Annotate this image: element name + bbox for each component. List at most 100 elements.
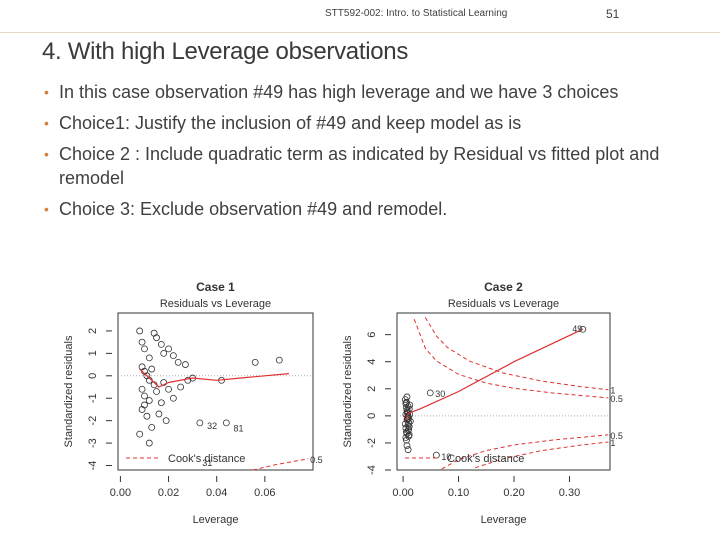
chart-title: Case 1 (196, 280, 235, 294)
cooks-label: 0.5 (610, 431, 623, 441)
bullet: Choice1: Justify the inclusion of #49 an… (42, 111, 662, 135)
bullet-list: In this case observation #49 has high le… (42, 80, 662, 228)
bullet: Choice 3: Exclude observation #49 and re… (42, 197, 662, 221)
bullet: In this case observation #49 has high le… (42, 80, 662, 104)
point (579, 325, 587, 333)
point (169, 394, 177, 402)
point (141, 345, 148, 353)
point (165, 385, 172, 393)
cooks-label: 0.5 (310, 455, 323, 465)
y-axis-label: Standardized residuals (63, 335, 75, 447)
x-tick-label: 0.00 (392, 487, 413, 499)
point (403, 442, 411, 450)
chart-title: Case 2 (484, 280, 523, 294)
point (150, 329, 158, 337)
chart-subtitle: Residuals vs Leverage (160, 298, 271, 310)
point (160, 349, 168, 357)
point (136, 327, 144, 335)
y-tick-label: 2 (87, 328, 99, 334)
point (403, 393, 411, 401)
point (157, 399, 165, 407)
point (275, 356, 283, 364)
point (165, 345, 172, 353)
smooth-line (139, 368, 289, 388)
x-tick-label: 0.02 (158, 487, 179, 499)
cooks-label: 1 (610, 438, 615, 448)
y-tick-label: -1 (87, 393, 99, 403)
x-tick-label: 0.04 (206, 487, 227, 499)
x-tick-label: 0.30 (559, 487, 580, 499)
point (403, 436, 410, 444)
point (155, 410, 163, 418)
y-tick-label: -2 (87, 416, 99, 426)
point (148, 365, 156, 373)
y-tick-label: 4 (366, 359, 378, 365)
y-tick-label: 0 (87, 373, 99, 379)
point (403, 398, 410, 406)
y-tick-label: 1 (87, 350, 99, 356)
bullet: Choice 2 : Include quadratic term as ind… (42, 142, 662, 190)
point (136, 430, 144, 438)
point (148, 423, 156, 431)
point (404, 421, 412, 429)
cooks-label: 1 (610, 386, 615, 396)
point (141, 392, 148, 400)
x-tick-label: 0.20 (503, 487, 524, 499)
y-axis-label: Standardized residuals (342, 335, 354, 447)
page-number: 51 (606, 7, 620, 21)
point (160, 379, 168, 386)
point (157, 340, 165, 348)
y-tick-label: -2 (366, 438, 378, 448)
point (169, 352, 177, 360)
point (143, 412, 151, 420)
legend-label: Cook's distance (447, 453, 524, 465)
point-label: 31 (202, 458, 212, 468)
point (145, 397, 153, 404)
x-tick-label: 0.10 (448, 487, 469, 499)
point (405, 419, 413, 427)
header-rule (0, 32, 720, 33)
cooks-label: 0.5 (610, 394, 623, 404)
plot-frame (117, 312, 314, 471)
y-tick-label: 6 (366, 332, 378, 338)
cooks-curve (252, 458, 309, 471)
legend-label: Cook's distance (168, 453, 245, 465)
point (153, 388, 160, 395)
point-label: 81 (234, 423, 244, 433)
point (403, 407, 411, 414)
point (404, 446, 412, 454)
point (405, 423, 413, 431)
chart-subtitle: Residuals vs Leverage (448, 298, 559, 310)
point-label: 49 (572, 324, 582, 334)
x-tick-label: 0.06 (254, 487, 275, 499)
point (405, 432, 413, 440)
cooks-curve (424, 317, 609, 391)
point (145, 354, 153, 362)
y-tick-label: -4 (87, 461, 99, 471)
point (182, 361, 189, 368)
point (196, 419, 204, 427)
x-axis-label: Leverage (193, 514, 239, 526)
point (402, 411, 410, 418)
point (141, 401, 148, 409)
y-tick-label: -3 (87, 438, 99, 448)
y-tick-label: 0 (366, 413, 378, 419)
course-header: STT592-002: Intro. to Statistical Learni… (325, 8, 508, 19)
point-label: 30 (435, 389, 445, 399)
cooks-curve (441, 434, 609, 470)
point-label: 10 (441, 452, 451, 462)
y-tick-label: 2 (366, 386, 378, 392)
x-tick-label: 0.00 (110, 487, 131, 499)
point (177, 383, 184, 391)
point (426, 389, 434, 397)
x-axis-label: Leverage (481, 514, 527, 526)
point (404, 402, 412, 410)
point (145, 439, 153, 447)
point (432, 451, 440, 459)
point (222, 419, 230, 427)
point-label: 32 (207, 421, 217, 431)
smooth-line (405, 328, 584, 421)
point (162, 417, 170, 425)
